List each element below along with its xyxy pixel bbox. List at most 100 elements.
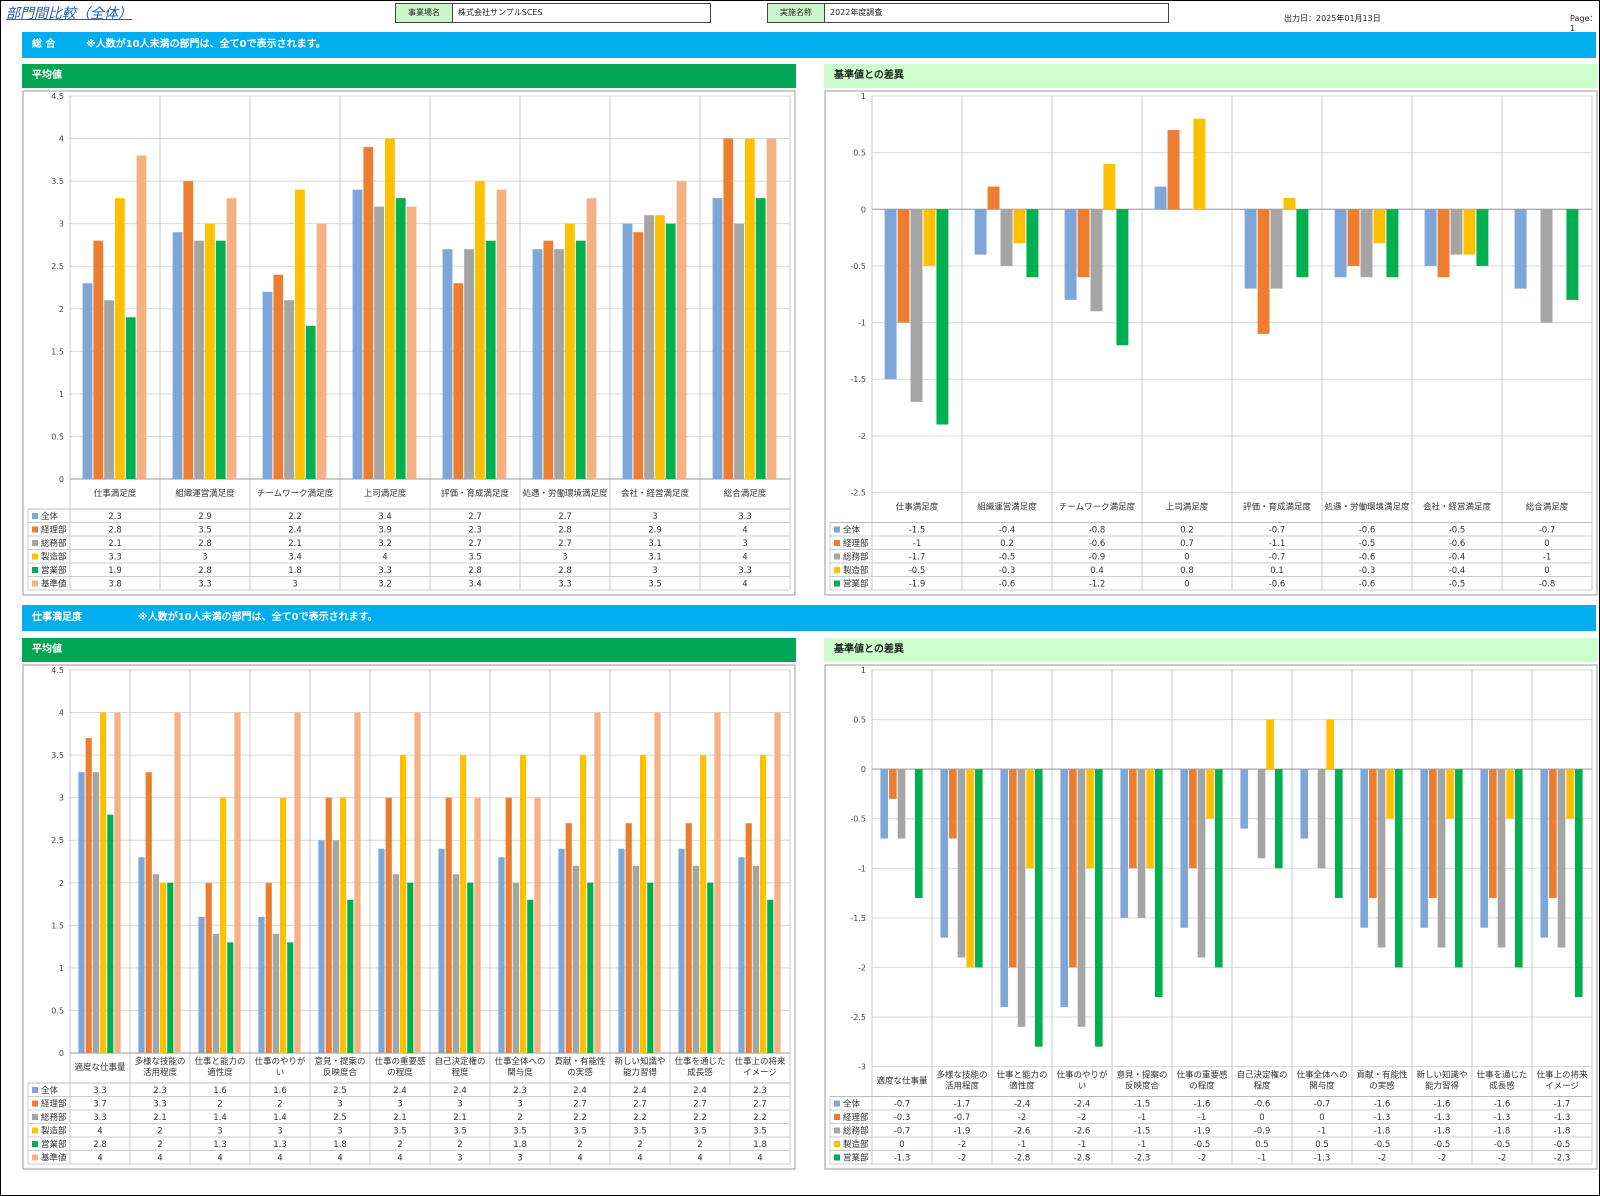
bar (1394, 769, 1403, 968)
series-name: 経理部 (41, 1099, 67, 1110)
bar (1420, 769, 1429, 928)
x-tick-label: 上司満足度 (364, 488, 407, 499)
section-name: 仕事満足度 (32, 612, 82, 623)
bar (414, 712, 421, 1053)
table-cell: 3.5 (573, 1127, 587, 1137)
y-tick-label: -2.5 (850, 489, 866, 498)
y-tick-label: 0.5 (853, 716, 866, 725)
table-cell: 3.5 (198, 526, 212, 536)
table-cell: -2 (958, 1154, 966, 1164)
table-cell: -1.3 (1434, 1113, 1451, 1123)
section-bar-job-satisfaction: 仕事満足度 ※人数が10人未満の部門は、全て0で表示されます。 (22, 605, 1596, 631)
bar (464, 249, 474, 479)
table-cell: 1.3 (213, 1140, 227, 1150)
bar (460, 755, 467, 1053)
bar (632, 865, 639, 1053)
table-cell: -1.3 (894, 1154, 911, 1164)
x-tick-label: 仕事のやりが (1056, 1070, 1108, 1081)
legend-key (834, 1114, 840, 1120)
table-cell: -0.5 (1554, 1140, 1571, 1150)
table-cell: -0.7 (1269, 526, 1286, 536)
table-cell: 1.3 (273, 1140, 287, 1150)
x-tick-label: 関与度 (1309, 1081, 1335, 1092)
table-cell: -0.7 (1314, 1100, 1331, 1110)
table-cell: -1.1 (1269, 539, 1286, 549)
bar (378, 848, 385, 1053)
table-cell: -1 (1138, 1140, 1146, 1150)
table-cell: 3.4 (378, 512, 392, 522)
bar (82, 283, 93, 479)
bar (92, 772, 99, 1053)
bar (766, 138, 777, 480)
bar (755, 198, 766, 479)
series-name: 経理部 (843, 1112, 869, 1123)
x-tick-label: 仕事を通じた (674, 1056, 725, 1067)
table-cell: -0.6 (1254, 1100, 1271, 1110)
table-cell: -1.3 (1314, 1154, 1331, 1164)
bar (880, 769, 889, 839)
bar (1300, 769, 1309, 839)
x-tick-label: 多様な技能の (134, 1056, 185, 1067)
x-tick-label: 仕事のやりが (254, 1056, 306, 1067)
chart-overall-diff: -2.5 -2 -1.5 -1 -0.5 0 0.5 1 仕事満足度 組織運営満足度 チームワーク満… (824, 90, 1598, 596)
bar (580, 755, 587, 1053)
bar (1386, 769, 1394, 819)
bar (685, 823, 692, 1053)
x-tick-label: イメージ (1545, 1082, 1579, 1092)
table-cell: 2 (277, 1100, 282, 1110)
table-cell: -1.7 (954, 1100, 971, 1110)
y-tick-label: 2 (59, 305, 64, 314)
bar (152, 874, 159, 1053)
x-tick-label: 貢献・有能性 (554, 1056, 606, 1067)
y-tick-label: -0.5 (850, 262, 866, 271)
bar (1086, 769, 1094, 869)
bar (1424, 209, 1437, 266)
table-cell: -2.4 (1074, 1100, 1091, 1110)
bar (1000, 209, 1013, 266)
table-cell: -0.7 (894, 1127, 911, 1137)
series-name: 基準値 (41, 1153, 67, 1164)
table-cell: -0.3 (999, 566, 1016, 576)
x-tick-label: 成長感 (687, 1067, 713, 1078)
table-cell: 2.8 (558, 566, 572, 576)
table-cell: 3.9 (378, 526, 392, 536)
table-cell: 2.9 (648, 526, 662, 536)
table-cell: 3.2 (378, 580, 392, 590)
table-cell: 2.4 (573, 1086, 587, 1096)
bar (752, 865, 759, 1053)
table-cell: 1.8 (513, 1140, 527, 1150)
table-cell: 4 (157, 1154, 162, 1164)
bar (183, 181, 194, 479)
bar (265, 882, 272, 1053)
table-cell: -1 (1543, 553, 1551, 563)
table-cell: -1.5 (909, 526, 926, 536)
table-cell: -1 (1138, 1113, 1146, 1123)
table-cell: -0.5 (1449, 526, 1466, 536)
x-tick-label: 新しい知識や (1416, 1070, 1467, 1081)
bar (1489, 769, 1497, 898)
bar (1257, 209, 1270, 334)
table-cell: 3 (202, 553, 207, 563)
table-cell: 1.8 (333, 1140, 347, 1150)
x-tick-label: イメージ (743, 1068, 777, 1078)
y-tick-label: 1.5 (51, 347, 64, 356)
table-cell: 2.2 (693, 1113, 707, 1123)
panel-header-average: 平均値 (22, 64, 796, 88)
bar (712, 198, 723, 479)
table-cell: 2.1 (153, 1113, 167, 1123)
legend-key (32, 540, 38, 546)
table-cell: -0.8 (1539, 580, 1556, 590)
bar (442, 249, 453, 479)
table-cell: 2.3 (153, 1086, 167, 1096)
table-cell: 2 (517, 1113, 522, 1123)
bar (1540, 769, 1549, 938)
table-cell: -0.6 (1359, 526, 1376, 536)
bar (957, 769, 966, 958)
bar (1193, 118, 1206, 210)
bar (438, 848, 445, 1053)
panel-header-diff: 基準値との差異 (824, 64, 1598, 88)
bar (565, 823, 572, 1053)
bar (572, 865, 579, 1053)
series-name: 基準値 (41, 579, 67, 590)
x-tick-label: の程度 (387, 1067, 413, 1078)
